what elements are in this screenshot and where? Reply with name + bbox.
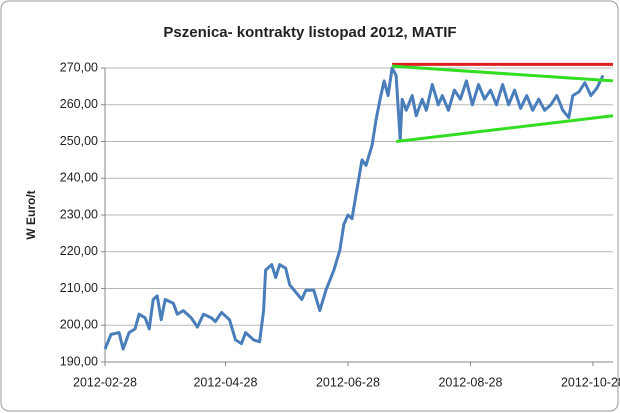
trend-line (392, 64, 614, 83)
y-tick-label: 200,00 (60, 318, 98, 332)
x-tick-label: 2012-04-28 (193, 375, 257, 389)
x-tick-label: 2012-02-28 (73, 375, 137, 389)
y-tick-label: 210,00 (60, 281, 98, 295)
data-line (103, 66, 605, 351)
trend-line (395, 114, 614, 143)
chart-title: Pszenica- kontrakty listopad 2012, MATIF (163, 24, 456, 41)
x-tick-label: 2012-06-28 (316, 375, 380, 389)
y-tick-label: 240,00 (60, 171, 98, 185)
y-tick-label: 220,00 (60, 244, 98, 258)
x-tick-label: 2012-10-28 (561, 375, 620, 389)
y-tick-label: 190,00 (60, 354, 98, 368)
y-tick-label: 250,00 (60, 134, 98, 148)
y-tick-label: 230,00 (60, 207, 98, 221)
y-axis-label: W Euro/t (24, 190, 38, 239)
y-tick-label: 260,00 (60, 97, 98, 111)
x-tick-label: 2012-08-28 (438, 375, 502, 389)
y-tick-label: 270,00 (60, 60, 98, 74)
